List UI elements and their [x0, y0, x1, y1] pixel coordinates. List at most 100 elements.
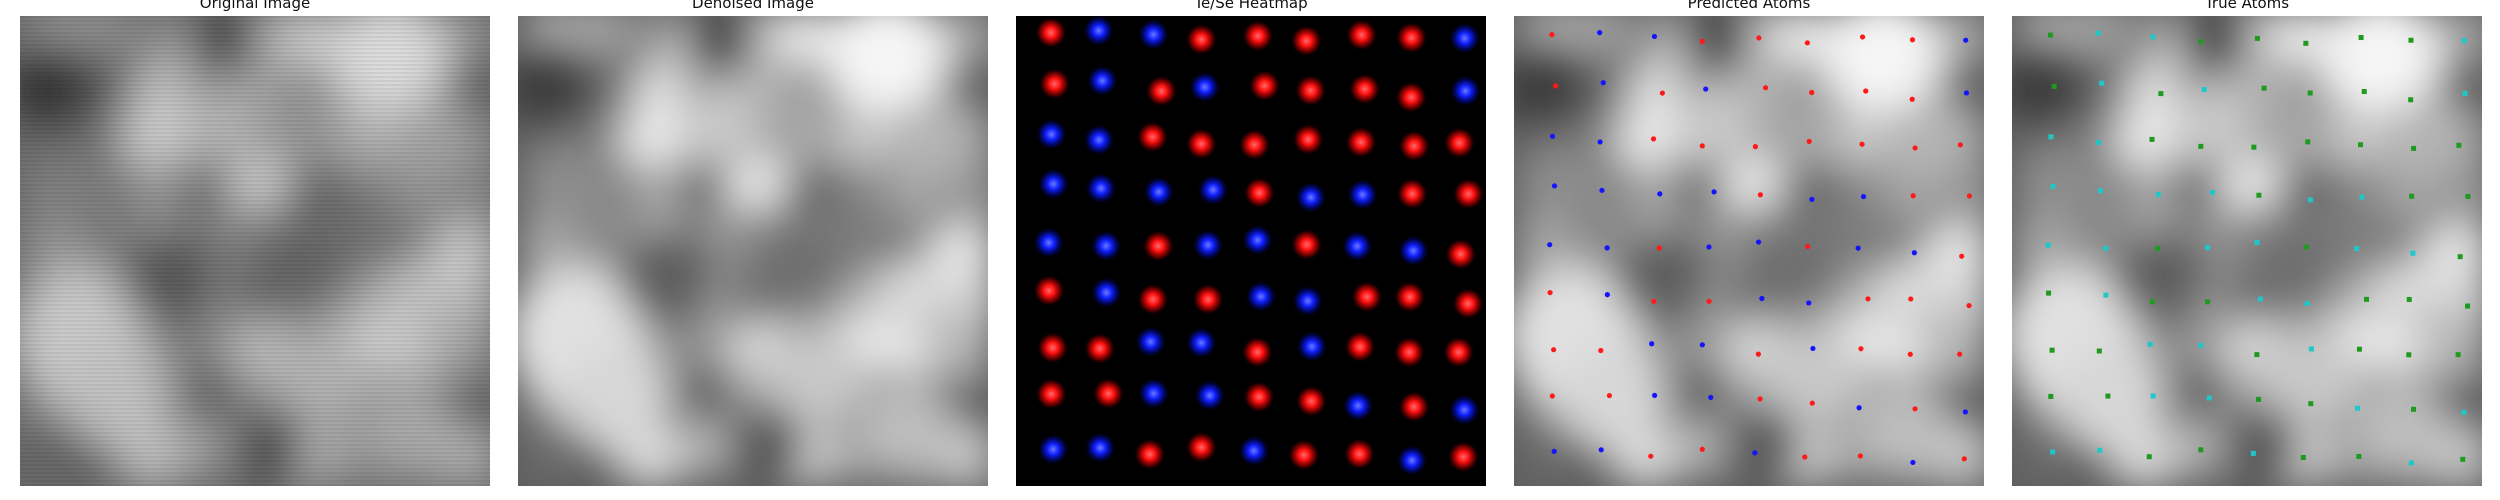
true-atom-marker — [2256, 396, 2262, 402]
predicted-atom-marker — [1957, 351, 1963, 357]
predicted-atom-marker — [1598, 347, 1604, 354]
predicted-atom-marker — [1908, 296, 1914, 302]
true-atom-marker — [2411, 145, 2417, 151]
predicted-atom-marker — [1650, 136, 1657, 142]
true-atom-marker — [2460, 456, 2466, 462]
predicted-atom-marker — [1553, 83, 1559, 89]
true-atom-marker — [2457, 254, 2463, 260]
true-atom-marker — [2048, 393, 2054, 399]
predicted-atom-marker — [1599, 187, 1605, 193]
panel-title: Predicted Atoms — [1687, 0, 1811, 12]
predicted-atom-marker — [1651, 298, 1657, 304]
predicted-atom-marker — [1549, 393, 1555, 399]
true-atom-marker — [2461, 409, 2467, 415]
predicted-atom-marker — [1856, 405, 1862, 411]
predicted-atom-marker — [1604, 292, 1610, 298]
predicted-atom-marker — [1752, 144, 1758, 150]
predicted-atom-marker — [1708, 394, 1714, 401]
true-atom-marker — [2455, 352, 2461, 358]
predicted-atoms-image — [1514, 16, 1984, 486]
panel-denoised-image: Denoised Image — [518, 0, 988, 500]
predicted-atom-marker — [1648, 453, 1654, 459]
predicted-atom-marker — [1961, 456, 1967, 462]
predicted-atom-marker — [1959, 253, 1965, 259]
true-atom-marker — [2411, 406, 2417, 412]
predicted-atom-marker — [1912, 145, 1918, 151]
true-atom-marker — [2257, 296, 2263, 302]
true-atoms-image — [2012, 16, 2482, 486]
true-atom-marker — [2359, 194, 2365, 200]
true-atom-marker — [2254, 352, 2260, 358]
true-atom-marker — [2048, 134, 2054, 140]
predicted-atom-marker — [1859, 34, 1866, 40]
true-atom-marker — [2198, 342, 2204, 348]
true-atom-marker — [2045, 242, 2051, 248]
predicted-atom-marker — [1865, 296, 1871, 302]
true-atom-marker — [2050, 449, 2056, 455]
panel-title: Denoised Image — [692, 0, 814, 12]
true-atom-marker — [2456, 142, 2462, 148]
true-atom-marker — [2155, 246, 2161, 252]
true-atom-marker — [2096, 348, 2102, 354]
true-atom-marker — [2358, 142, 2364, 148]
true-atom-marker — [2051, 83, 2057, 89]
predicted-atom-marker — [1657, 191, 1663, 197]
true-atom-marker — [2047, 32, 2053, 38]
predicted-atom-marker — [1699, 446, 1705, 452]
predicted-atom-marker — [1805, 243, 1811, 250]
predicted-atom-marker — [1759, 295, 1765, 302]
predicted-atom-marker — [1756, 35, 1762, 41]
true-atom-marker — [2046, 290, 2052, 296]
predicted-atom-marker — [1966, 193, 1973, 199]
true-atom-marker — [2198, 447, 2204, 453]
predicted-atom-marker — [1752, 450, 1758, 456]
predicted-atom-marker — [1857, 453, 1863, 459]
true-atom-marker — [2305, 139, 2311, 145]
true-atom-marker — [2363, 296, 2369, 302]
true-atom-marker — [2300, 455, 2306, 461]
true-atom-marker — [2356, 453, 2362, 459]
true-atom-marker — [2408, 37, 2414, 43]
predicted-atom-marker — [1957, 142, 1963, 148]
predicted-atom-marker — [1699, 342, 1705, 348]
predicted-atom-marker — [1598, 447, 1604, 453]
true-atom-marker — [2049, 347, 2055, 353]
predicted-atom-marker — [1911, 250, 1917, 256]
true-atom-marker — [2358, 34, 2364, 40]
predicted-atom-marker — [1711, 189, 1717, 195]
predicted-atom-marker — [1699, 143, 1705, 149]
predicted-atom-marker — [1551, 448, 1557, 454]
true-atom-marker — [2465, 193, 2471, 199]
true-atom-marker — [2303, 40, 2309, 46]
predicted-atom-marker — [1963, 37, 1969, 43]
predicted-atom-marker — [1809, 196, 1815, 202]
true-atom-marker — [2204, 245, 2210, 251]
panel-title: True Atoms — [2204, 0, 2290, 12]
predicted-atom-marker — [1962, 409, 1968, 415]
true-atom-marker — [2356, 346, 2362, 352]
true-atom-marker — [2096, 139, 2102, 145]
true-atom-marker — [2261, 85, 2267, 91]
predicted-atom-marker — [1907, 351, 1913, 357]
predicted-atom-marker — [1606, 392, 1613, 399]
true-atom-marker — [2304, 300, 2310, 306]
predicted-atom-marker — [1549, 32, 1555, 38]
predicted-atom-marker — [1909, 96, 1915, 102]
true-atom-marker — [2361, 89, 2367, 95]
true-atom-marker — [2103, 245, 2109, 251]
true-atom-marker — [2158, 91, 2164, 97]
predicted-atom-marker — [1802, 454, 1808, 460]
predicted-atom-marker — [1656, 245, 1662, 251]
predicted-atom-marker — [1604, 245, 1610, 251]
denoised-image — [518, 16, 988, 486]
predicted-atom-marker — [1860, 193, 1867, 200]
predicted-atom-marker — [1858, 346, 1864, 352]
true-atom-marker — [2408, 97, 2414, 103]
true-atom-marker — [2206, 395, 2212, 401]
true-atom-marker — [2355, 405, 2361, 411]
true-atom-marker — [2097, 188, 2103, 194]
predicted-atom-marker — [1810, 345, 1816, 352]
predicted-atom-marker — [1757, 396, 1763, 402]
true-atom-marker — [2354, 246, 2360, 252]
predicted-atom-marker — [1703, 86, 1709, 92]
